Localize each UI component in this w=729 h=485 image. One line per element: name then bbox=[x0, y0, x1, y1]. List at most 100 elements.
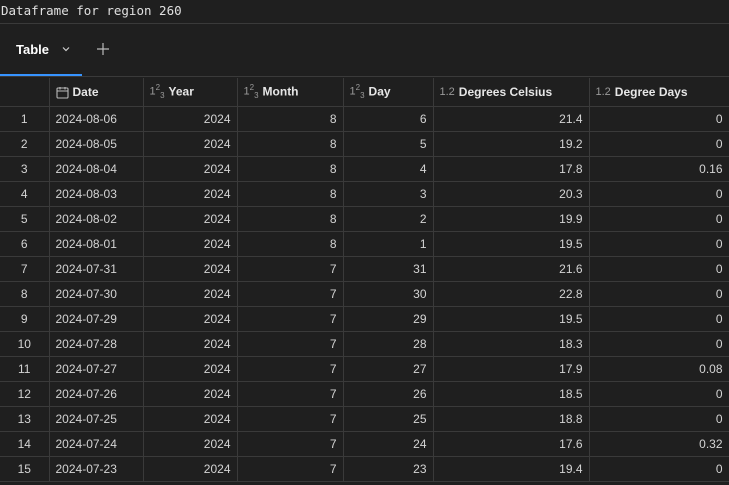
cell-degrees-celsius[interactable]: 19.2 bbox=[433, 131, 590, 157]
cell-year[interactable]: 2024 bbox=[143, 256, 238, 282]
chevron-down-icon[interactable] bbox=[60, 43, 72, 55]
cell-date[interactable]: 2024-08-04 bbox=[49, 156, 144, 182]
cell-degree-days[interactable]: 0 bbox=[589, 131, 729, 157]
row-number[interactable]: 12 bbox=[0, 381, 50, 407]
cell-month[interactable]: 7 bbox=[237, 456, 344, 482]
table-row[interactable]: 11 2024-07-27 2024 7 27 17.9 0.08 bbox=[0, 356, 729, 382]
cell-degree-days[interactable]: 0 bbox=[589, 381, 729, 407]
cell-month[interactable]: 8 bbox=[237, 106, 344, 132]
add-tab-button[interactable] bbox=[94, 40, 112, 58]
table-row[interactable]: 10 2024-07-28 2024 7 28 18.3 0 bbox=[0, 331, 729, 357]
cell-degrees-celsius[interactable]: 18.8 bbox=[433, 406, 590, 432]
cell-date[interactable]: 2024-07-27 bbox=[49, 356, 144, 382]
cell-degrees-celsius[interactable]: 19.9 bbox=[433, 206, 590, 232]
table-row[interactable]: 4 2024-08-03 2024 8 3 20.3 0 bbox=[0, 181, 729, 207]
cell-month[interactable]: 7 bbox=[237, 281, 344, 307]
cell-degree-days[interactable]: 0.16 bbox=[589, 156, 729, 182]
cell-day[interactable]: 4 bbox=[343, 156, 434, 182]
cell-day[interactable]: 1 bbox=[343, 231, 434, 257]
column-header-degree-days[interactable]: 1.2 Degree Days bbox=[589, 78, 729, 107]
cell-year[interactable]: 2024 bbox=[143, 156, 238, 182]
cell-month[interactable]: 7 bbox=[237, 306, 344, 332]
cell-month[interactable]: 7 bbox=[237, 381, 344, 407]
cell-year[interactable]: 2024 bbox=[143, 106, 238, 132]
cell-year[interactable]: 2024 bbox=[143, 356, 238, 382]
column-header-year[interactable]: 123 Year bbox=[143, 78, 238, 107]
table-row[interactable]: 13 2024-07-25 2024 7 25 18.8 0 bbox=[0, 406, 729, 432]
cell-day[interactable]: 6 bbox=[343, 106, 434, 132]
cell-degrees-celsius[interactable]: 22.8 bbox=[433, 281, 590, 307]
cell-month[interactable]: 7 bbox=[237, 356, 344, 382]
cell-degree-days[interactable]: 0.08 bbox=[589, 356, 729, 382]
row-number[interactable]: 2 bbox=[0, 131, 50, 157]
table-row[interactable]: 14 2024-07-24 2024 7 24 17.6 0.32 bbox=[0, 431, 729, 457]
cell-date[interactable]: 2024-08-01 bbox=[49, 231, 144, 257]
cell-day[interactable]: 3 bbox=[343, 181, 434, 207]
cell-year[interactable]: 2024 bbox=[143, 406, 238, 432]
cell-date[interactable]: 2024-08-06 bbox=[49, 106, 144, 132]
cell-day[interactable]: 28 bbox=[343, 331, 434, 357]
cell-degree-days[interactable]: 0 bbox=[589, 231, 729, 257]
cell-degree-days[interactable]: 0 bbox=[589, 306, 729, 332]
column-header-degrees-celsius[interactable]: 1.2 Degrees Celsius bbox=[433, 78, 590, 107]
cell-day[interactable]: 23 bbox=[343, 456, 434, 482]
cell-year[interactable]: 2024 bbox=[143, 306, 238, 332]
cell-year[interactable]: 2024 bbox=[143, 381, 238, 407]
table-row[interactable]: 5 2024-08-02 2024 8 2 19.9 0 bbox=[0, 206, 729, 232]
cell-degree-days[interactable]: 0 bbox=[589, 256, 729, 282]
cell-date[interactable]: 2024-08-03 bbox=[49, 181, 144, 207]
column-header-month[interactable]: 123 Month bbox=[237, 78, 344, 107]
row-number[interactable]: 6 bbox=[0, 231, 50, 257]
cell-date[interactable]: 2024-07-23 bbox=[49, 456, 144, 482]
cell-month[interactable]: 8 bbox=[237, 206, 344, 232]
cell-year[interactable]: 2024 bbox=[143, 206, 238, 232]
cell-degrees-celsius[interactable]: 19.5 bbox=[433, 306, 590, 332]
table-row[interactable]: 12 2024-07-26 2024 7 26 18.5 0 bbox=[0, 381, 729, 407]
column-header-day[interactable]: 123 Day bbox=[343, 78, 434, 107]
cell-month[interactable]: 7 bbox=[237, 431, 344, 457]
cell-day[interactable]: 5 bbox=[343, 131, 434, 157]
table-row[interactable]: 15 2024-07-23 2024 7 23 19.4 0 bbox=[0, 456, 729, 482]
cell-month[interactable]: 8 bbox=[237, 181, 344, 207]
row-number[interactable]: 3 bbox=[0, 156, 50, 182]
row-number[interactable]: 10 bbox=[0, 331, 50, 357]
cell-date[interactable]: 2024-07-25 bbox=[49, 406, 144, 432]
table-row[interactable]: 6 2024-08-01 2024 8 1 19.5 0 bbox=[0, 231, 729, 257]
cell-day[interactable]: 27 bbox=[343, 356, 434, 382]
cell-month[interactable]: 8 bbox=[237, 231, 344, 257]
cell-degrees-celsius[interactable]: 21.6 bbox=[433, 256, 590, 282]
cell-date[interactable]: 2024-07-30 bbox=[49, 281, 144, 307]
row-number[interactable]: 4 bbox=[0, 181, 50, 207]
cell-month[interactable]: 8 bbox=[237, 156, 344, 182]
row-number[interactable]: 1 bbox=[0, 106, 50, 132]
cell-degree-days[interactable]: 0 bbox=[589, 206, 729, 232]
cell-date[interactable]: 2024-08-05 bbox=[49, 131, 144, 157]
cell-year[interactable]: 2024 bbox=[143, 431, 238, 457]
cell-degree-days[interactable]: 0 bbox=[589, 106, 729, 132]
tab-table[interactable]: Table bbox=[0, 25, 82, 76]
cell-degrees-celsius[interactable]: 18.5 bbox=[433, 381, 590, 407]
row-number[interactable]: 5 bbox=[0, 206, 50, 232]
row-number[interactable]: 14 bbox=[0, 431, 50, 457]
cell-date[interactable]: 2024-07-29 bbox=[49, 306, 144, 332]
cell-degrees-celsius[interactable]: 20.3 bbox=[433, 181, 590, 207]
table-row[interactable]: 8 2024-07-30 2024 7 30 22.8 0 bbox=[0, 281, 729, 307]
cell-day[interactable]: 2 bbox=[343, 206, 434, 232]
cell-degree-days[interactable]: 0 bbox=[589, 406, 729, 432]
cell-degrees-celsius[interactable]: 19.5 bbox=[433, 231, 590, 257]
cell-date[interactable]: 2024-07-31 bbox=[49, 256, 144, 282]
cell-degree-days[interactable]: 0.32 bbox=[589, 431, 729, 457]
cell-day[interactable]: 24 bbox=[343, 431, 434, 457]
cell-day[interactable]: 30 bbox=[343, 281, 434, 307]
cell-date[interactable]: 2024-07-26 bbox=[49, 381, 144, 407]
cell-year[interactable]: 2024 bbox=[143, 281, 238, 307]
column-header-date[interactable]: Date bbox=[49, 78, 144, 107]
cell-day[interactable]: 31 bbox=[343, 256, 434, 282]
cell-year[interactable]: 2024 bbox=[143, 131, 238, 157]
row-number[interactable]: 13 bbox=[0, 406, 50, 432]
cell-day[interactable]: 25 bbox=[343, 406, 434, 432]
row-number[interactable]: 15 bbox=[0, 456, 50, 482]
row-number[interactable]: 11 bbox=[0, 356, 50, 382]
cell-degrees-celsius[interactable]: 17.6 bbox=[433, 431, 590, 457]
cell-degrees-celsius[interactable]: 21.4 bbox=[433, 106, 590, 132]
